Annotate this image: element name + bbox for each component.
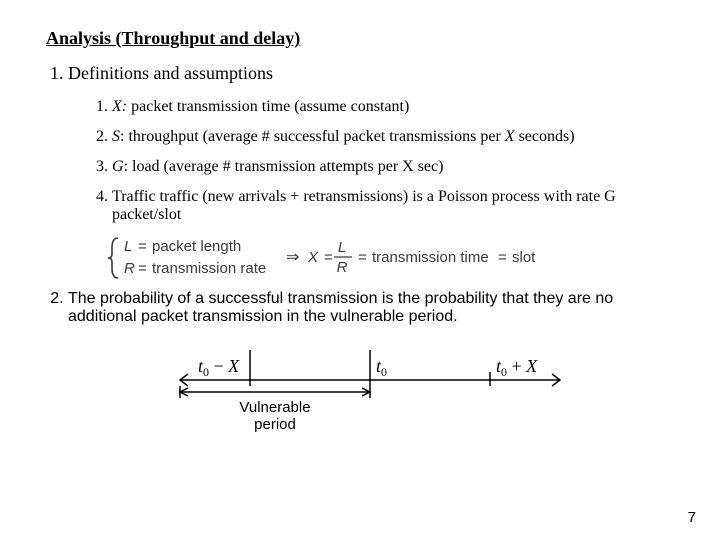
svg-text:t0 − X: t0 − X bbox=[198, 356, 240, 379]
item1-label: Definitions and assumptions bbox=[68, 63, 273, 83]
def-x: X: packet transmission time (assume cons… bbox=[112, 98, 674, 116]
item-definitions: Definitions and assumptions X: packet tr… bbox=[68, 63, 674, 224]
svg-text:=: = bbox=[138, 260, 147, 277]
eq-slot: slot bbox=[512, 249, 536, 266]
def-g: G: load (average # transmission attempts… bbox=[112, 158, 674, 176]
equation-block: L = packet length R = transmission rate … bbox=[106, 236, 674, 280]
svg-text:=: = bbox=[498, 249, 507, 266]
eq-R-def: transmission rate bbox=[152, 260, 266, 277]
def-s-var: S bbox=[112, 128, 120, 145]
eq-rhs: transmission time bbox=[372, 249, 489, 266]
def-s-var2: X bbox=[505, 128, 515, 145]
item-probability: The probability of a successful transmis… bbox=[68, 290, 674, 326]
def-s-tail: seconds) bbox=[515, 128, 575, 145]
svg-text:t0: t0 bbox=[376, 356, 387, 379]
eq-frac-top: L bbox=[338, 239, 346, 256]
def-traffic-text: Traffic traffic (new arrivals + retransm… bbox=[112, 188, 616, 223]
svg-text:t0 + X: t0 + X bbox=[496, 356, 538, 379]
definitions-list: X: packet transmission time (assume cons… bbox=[68, 98, 674, 224]
eq-L-def: packet length bbox=[152, 238, 241, 255]
timeline-diagram: t0 − X t0 t0 + X Vulnerable period bbox=[46, 344, 674, 439]
vulnerable-label-1: Vulnerable bbox=[239, 399, 310, 416]
eq-R: R bbox=[124, 260, 135, 277]
top-list: Definitions and assumptions X: packet tr… bbox=[46, 63, 674, 224]
equation-svg: L = packet length R = transmission rate … bbox=[106, 236, 566, 280]
def-g-text: : load (average # transmission attempts … bbox=[124, 158, 444, 175]
def-g-var: G bbox=[112, 158, 124, 175]
page-number: 7 bbox=[688, 509, 696, 526]
eq-X: X bbox=[307, 249, 319, 266]
vulnerable-label-2: period bbox=[254, 416, 296, 433]
item2-text: The probability of a successful transmis… bbox=[68, 290, 613, 325]
def-traffic: Traffic traffic (new arrivals + retransm… bbox=[112, 188, 674, 224]
eq-L: L bbox=[124, 238, 132, 255]
def-s: S: throughput (average # successful pack… bbox=[112, 128, 674, 146]
svg-text:=: = bbox=[358, 249, 367, 266]
timeline-svg: t0 − X t0 t0 + X Vulnerable period bbox=[120, 344, 600, 434]
def-s-text: : throughput (average # successful packe… bbox=[120, 128, 505, 145]
def-x-var: X: bbox=[112, 98, 127, 115]
svg-text:=: = bbox=[138, 238, 147, 255]
second-list: The probability of a successful transmis… bbox=[46, 290, 674, 326]
svg-text:=: = bbox=[324, 249, 333, 266]
eq-frac-bot: R bbox=[337, 259, 348, 276]
eq-imply: ⇒ bbox=[286, 249, 299, 266]
slide-title: Analysis (Throughput and delay) bbox=[46, 28, 674, 49]
def-x-text: packet transmission time (assume constan… bbox=[127, 98, 409, 115]
